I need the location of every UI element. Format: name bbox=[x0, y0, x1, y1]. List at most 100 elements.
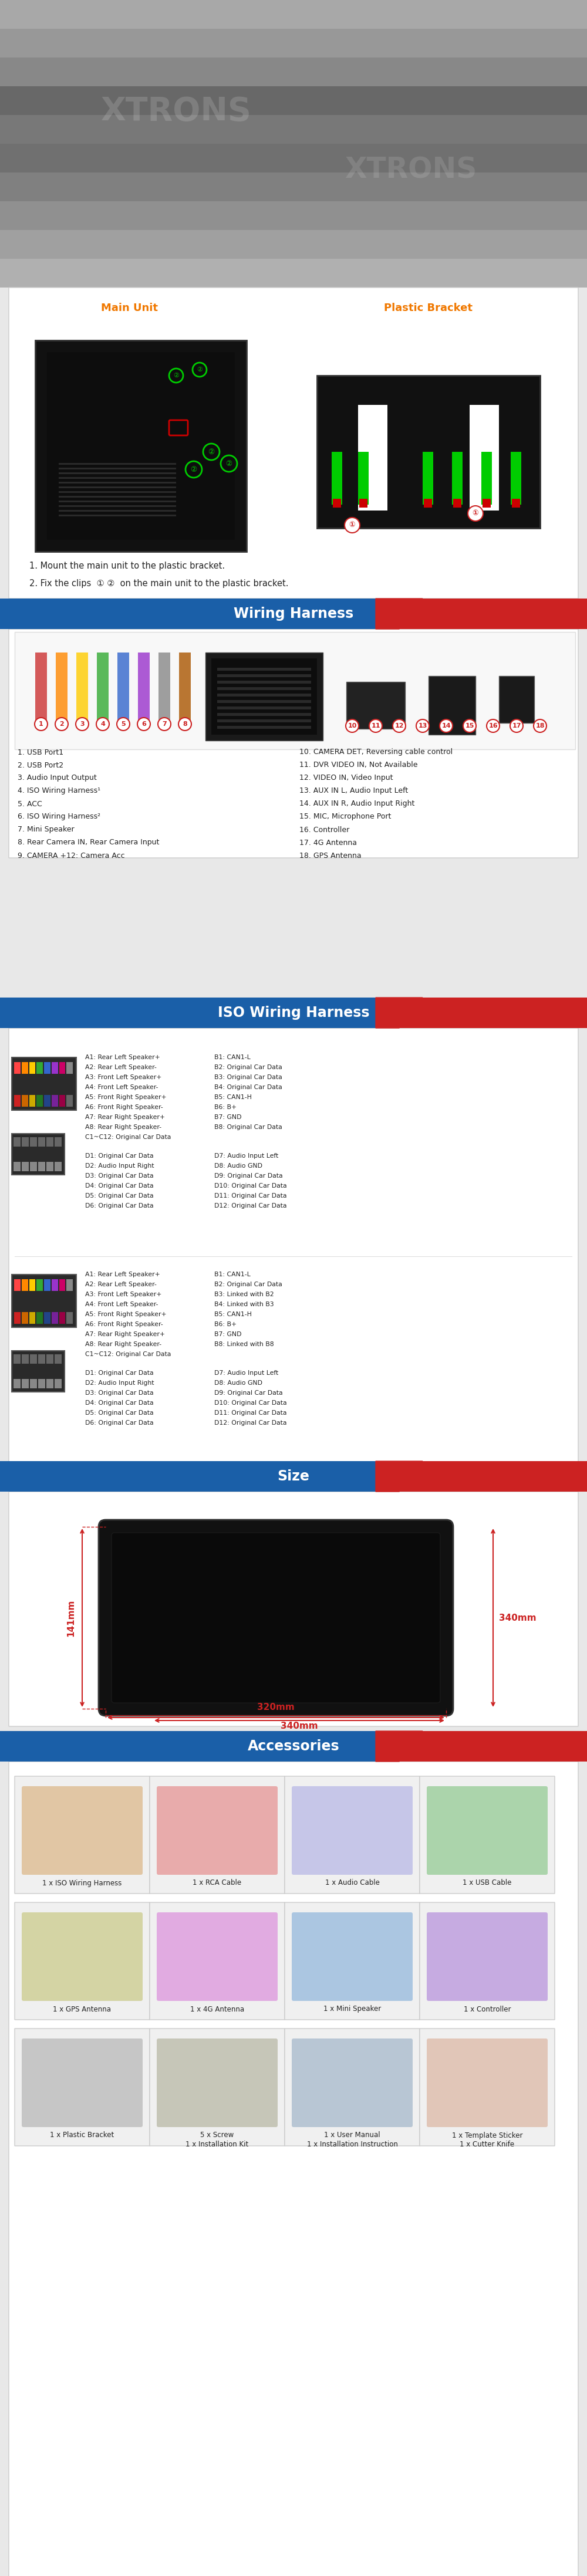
Bar bbox=[44, 1280, 50, 1291]
Bar bbox=[46, 1355, 53, 1363]
Text: 6: 6 bbox=[141, 721, 146, 726]
Text: A8: Rear Right Speaker-: A8: Rear Right Speaker- bbox=[85, 1123, 161, 1131]
Bar bbox=[14, 1095, 21, 1108]
Bar bbox=[217, 675, 311, 677]
FancyBboxPatch shape bbox=[285, 1777, 420, 1893]
Text: ①: ① bbox=[473, 510, 478, 518]
Bar bbox=[36, 1061, 43, 1074]
Bar bbox=[38, 1378, 45, 1388]
Bar bbox=[511, 451, 521, 505]
Text: B7: GND: B7: GND bbox=[214, 1115, 242, 1121]
Circle shape bbox=[76, 719, 89, 732]
Bar bbox=[47, 353, 235, 541]
Text: 141mm: 141mm bbox=[66, 1600, 75, 1636]
Bar bbox=[399, 1461, 587, 1492]
Bar bbox=[46, 1378, 53, 1388]
Text: D10: Original Car Data: D10: Original Car Data bbox=[214, 1182, 287, 1190]
Text: D1: Original Car Data: D1: Original Car Data bbox=[85, 1154, 154, 1159]
Bar bbox=[0, 997, 399, 1028]
Text: 7. Mini Speaker: 7. Mini Speaker bbox=[18, 827, 75, 835]
FancyBboxPatch shape bbox=[285, 1901, 420, 2020]
Bar bbox=[12, 1133, 65, 1175]
Bar bbox=[55, 1162, 62, 1172]
Text: D9: Original Car Data: D9: Original Car Data bbox=[214, 1172, 283, 1180]
Bar bbox=[44, 1311, 50, 1324]
FancyBboxPatch shape bbox=[157, 2038, 278, 2128]
Text: 5. ACC: 5. ACC bbox=[18, 801, 42, 809]
Text: 1 x Installation Instruction: 1 x Installation Instruction bbox=[307, 2141, 397, 2148]
Text: D12: Original Car Data: D12: Original Car Data bbox=[214, 1419, 286, 1427]
Circle shape bbox=[487, 719, 500, 732]
Text: 9. CAMERA +12: Camera Acc: 9. CAMERA +12: Camera Acc bbox=[18, 853, 125, 860]
Circle shape bbox=[534, 719, 546, 732]
Bar bbox=[76, 652, 88, 724]
FancyBboxPatch shape bbox=[22, 1785, 143, 1875]
Text: D4: Original Car Data: D4: Original Car Data bbox=[85, 1401, 154, 1406]
Text: D10: Original Car Data: D10: Original Car Data bbox=[214, 1401, 287, 1406]
Text: 14: 14 bbox=[441, 724, 451, 729]
Text: B5: CAN1-H: B5: CAN1-H bbox=[214, 1095, 252, 1100]
FancyBboxPatch shape bbox=[9, 1028, 578, 1486]
Bar bbox=[453, 500, 461, 507]
Text: 11: 11 bbox=[371, 724, 380, 729]
Bar bbox=[333, 500, 341, 507]
Text: A2: Rear Left Speaker-: A2: Rear Left Speaker- bbox=[85, 1064, 157, 1069]
Circle shape bbox=[137, 719, 150, 732]
Text: 340mm: 340mm bbox=[499, 1613, 537, 1623]
Bar bbox=[424, 500, 432, 507]
Text: 1 x 4G Antenna: 1 x 4G Antenna bbox=[190, 2004, 244, 2012]
Bar bbox=[217, 667, 311, 670]
Polygon shape bbox=[376, 997, 423, 1028]
Text: B4: Original Car Data: B4: Original Car Data bbox=[214, 1084, 282, 1090]
Bar bbox=[22, 1355, 29, 1363]
Text: D11: Original Car Data: D11: Original Car Data bbox=[214, 1193, 286, 1198]
FancyBboxPatch shape bbox=[15, 1777, 150, 1893]
Bar bbox=[0, 229, 587, 258]
FancyBboxPatch shape bbox=[292, 1785, 413, 1875]
Bar bbox=[483, 500, 491, 507]
Bar bbox=[52, 1280, 58, 1291]
Text: 1 x Cutter Knife: 1 x Cutter Knife bbox=[460, 2141, 515, 2148]
FancyBboxPatch shape bbox=[157, 1911, 278, 2002]
FancyBboxPatch shape bbox=[9, 1492, 578, 1726]
Text: 13. AUX IN L, Audio Input Left: 13. AUX IN L, Audio Input Left bbox=[299, 788, 408, 796]
Bar bbox=[22, 1378, 29, 1388]
Bar bbox=[217, 706, 311, 708]
Polygon shape bbox=[376, 1731, 423, 1762]
Text: 1 x User Manual: 1 x User Manual bbox=[324, 2130, 380, 2138]
Text: B1: CAN1-L: B1: CAN1-L bbox=[214, 1273, 251, 1278]
Text: B8: Original Car Data: B8: Original Car Data bbox=[214, 1123, 282, 1131]
Bar bbox=[59, 1061, 65, 1074]
Text: D8: Audio GND: D8: Audio GND bbox=[214, 1162, 262, 1170]
Text: D6: Original Car Data: D6: Original Car Data bbox=[85, 1203, 154, 1208]
Bar bbox=[0, 0, 587, 28]
Bar bbox=[66, 1061, 73, 1074]
Text: B6: B+: B6: B+ bbox=[214, 1105, 237, 1110]
Text: B3: Original Car Data: B3: Original Car Data bbox=[214, 1074, 282, 1079]
Text: B7: GND: B7: GND bbox=[214, 1332, 242, 1337]
Text: 3: 3 bbox=[80, 721, 85, 726]
Text: D3: Original Car Data: D3: Original Car Data bbox=[85, 1172, 154, 1180]
FancyBboxPatch shape bbox=[15, 2027, 150, 2146]
Bar bbox=[0, 201, 587, 229]
FancyBboxPatch shape bbox=[9, 1762, 578, 2576]
Text: A6: Front Right Speaker-: A6: Front Right Speaker- bbox=[85, 1321, 163, 1327]
Bar bbox=[46, 1136, 53, 1146]
Text: Size: Size bbox=[278, 1468, 309, 1484]
Bar bbox=[30, 1378, 37, 1388]
Text: A3: Front Left Speaker+: A3: Front Left Speaker+ bbox=[85, 1291, 161, 1298]
Bar bbox=[12, 1056, 76, 1110]
Text: 1 x Installation Kit: 1 x Installation Kit bbox=[185, 2141, 249, 2148]
Bar bbox=[0, 258, 587, 289]
Bar bbox=[0, 1731, 399, 1762]
Bar bbox=[14, 1280, 21, 1291]
Bar bbox=[0, 598, 399, 629]
Text: D12: Original Car Data: D12: Original Car Data bbox=[214, 1203, 286, 1208]
Bar bbox=[55, 1378, 62, 1388]
Text: ①: ① bbox=[349, 520, 355, 528]
Text: 1 x Mini Speaker: 1 x Mini Speaker bbox=[323, 2004, 381, 2012]
FancyBboxPatch shape bbox=[15, 1901, 150, 2020]
Bar bbox=[30, 1162, 37, 1172]
Text: 8. Rear Camera IN, Rear Camera Input: 8. Rear Camera IN, Rear Camera Input bbox=[18, 840, 159, 848]
Circle shape bbox=[463, 719, 476, 732]
